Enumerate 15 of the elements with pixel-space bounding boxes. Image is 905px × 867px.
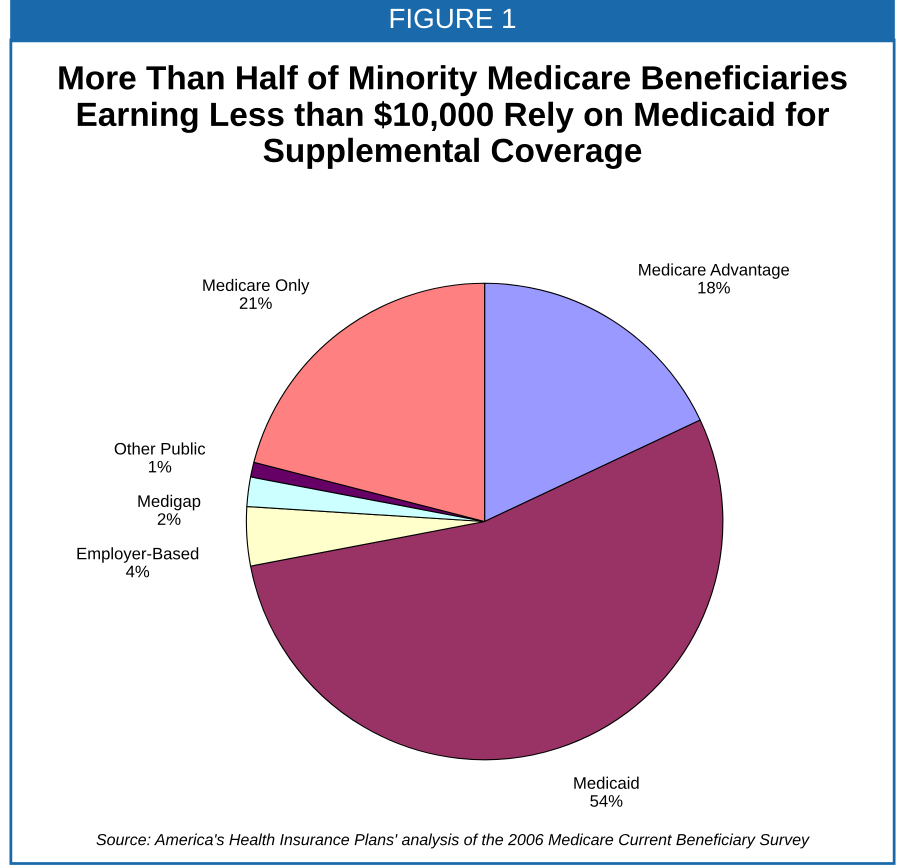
- slice-label: Medicaid: [574, 776, 639, 789]
- data-label: 4%: [126, 566, 150, 578]
- slice-label: Employer-Based: [77, 547, 198, 563]
- caption: FIGURE 1: [390, 8, 516, 28]
- data-label: 54%: [590, 795, 622, 807]
- data-label: 21%: [240, 297, 272, 309]
- slice-label: Medicare Advantage: [639, 263, 790, 279]
- data-label: 2%: [158, 513, 180, 525]
- source-note: Source: America's Health Insurance Plans' analysis of the 2006 Medicare Current Beneficiary Survey: [96, 834, 810, 848]
- data-label: 1%: [148, 460, 172, 473]
- slice-label: Medicare Only: [203, 278, 310, 294]
- data-label: 18%: [698, 282, 730, 294]
- chart-title: More Than Half of Minority Medicare Beneficiaries Earning Less than $10,000 Rely on Medicaid for Supplemental Coverage: [59, 65, 847, 169]
- slice-label: Other Public: [114, 442, 206, 455]
- slice-label: Medigap: [138, 494, 200, 510]
